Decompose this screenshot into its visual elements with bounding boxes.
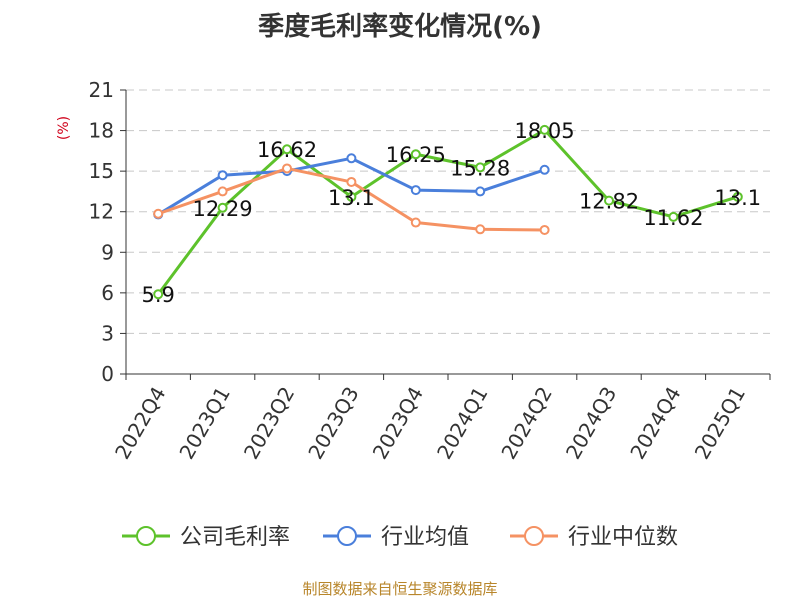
data-point <box>217 202 228 213</box>
data-label: 12.29 <box>193 197 253 221</box>
x-tick-label: 2023Q3 <box>303 383 363 464</box>
x-tick-label: 2024Q3 <box>561 383 621 464</box>
data-label: 18.05 <box>515 119 575 143</box>
data-point <box>410 217 421 228</box>
y-tick-label: 18 <box>89 119 114 143</box>
legend: 公司毛利率 行业均值 行业中位数 <box>122 525 678 550</box>
y-tick-label: 21 <box>89 78 114 102</box>
data-label: 13.1 <box>328 186 375 210</box>
x-tick-label: 2023Q4 <box>368 383 428 464</box>
axes: 0 3 6 9 12 15 18 21 2022Q4 2023Q1 2023Q2 2023Q3 2023… <box>89 78 771 464</box>
source-note: 制图数据来自恒生聚源数据库 <box>302 580 498 598</box>
data-point <box>153 208 164 219</box>
data-label: 11.62 <box>643 206 703 230</box>
data-point <box>410 149 421 160</box>
y-axis-label: (%) <box>56 116 72 140</box>
data-label: 16.25 <box>386 143 446 167</box>
legend-label: 行业中位数 <box>568 525 678 550</box>
y-tick-label: 12 <box>89 200 114 224</box>
x-tick-label: 2023Q2 <box>239 383 299 464</box>
data-point <box>539 164 550 175</box>
legend-marker <box>524 526 544 546</box>
data-point <box>475 186 486 197</box>
y-tick-label: 15 <box>89 159 114 183</box>
data-point <box>475 162 486 173</box>
x-tick-label: 2024Q1 <box>432 383 492 464</box>
legend-label: 行业均值 <box>381 525 469 550</box>
data-point <box>282 163 292 174</box>
data-point <box>217 186 228 197</box>
data-point <box>282 144 292 155</box>
series-layer <box>153 124 743 300</box>
y-tick-label: 3 <box>101 321 114 345</box>
data-label: 16.62 <box>257 138 317 162</box>
x-tick-label: 2024Q2 <box>496 383 556 464</box>
data-point <box>475 224 486 235</box>
data-point <box>346 176 357 187</box>
data-point <box>668 211 679 222</box>
x-tick-label: 2022Q4 <box>110 383 170 464</box>
y-tick-label: 6 <box>101 281 114 305</box>
x-tick-label: 2025Q1 <box>690 383 750 464</box>
data-label: 13.1 <box>714 186 761 210</box>
data-point <box>217 170 228 181</box>
chart-title: 季度毛利率变化情况(%) <box>258 12 542 42</box>
data-point <box>153 289 164 300</box>
data-point <box>732 191 743 202</box>
data-point <box>539 124 550 135</box>
data-point <box>539 224 550 235</box>
y-tick-label: 9 <box>101 240 114 264</box>
legend-marker <box>136 526 156 546</box>
data-point <box>346 153 357 164</box>
data-label: 5.9 <box>141 283 174 307</box>
x-tick-label: 2024Q4 <box>625 383 685 464</box>
y-tick-label: 0 <box>101 362 114 386</box>
grid-lines <box>126 89 770 334</box>
data-label: 15.28 <box>450 156 510 180</box>
data-point <box>410 185 421 196</box>
data-point <box>604 195 614 206</box>
legend-label: 公司毛利率 <box>180 525 290 550</box>
data-label: 12.82 <box>579 190 639 214</box>
x-tick-label: 2023Q1 <box>174 383 234 464</box>
legend-marker <box>337 526 357 546</box>
data-point <box>346 191 357 202</box>
